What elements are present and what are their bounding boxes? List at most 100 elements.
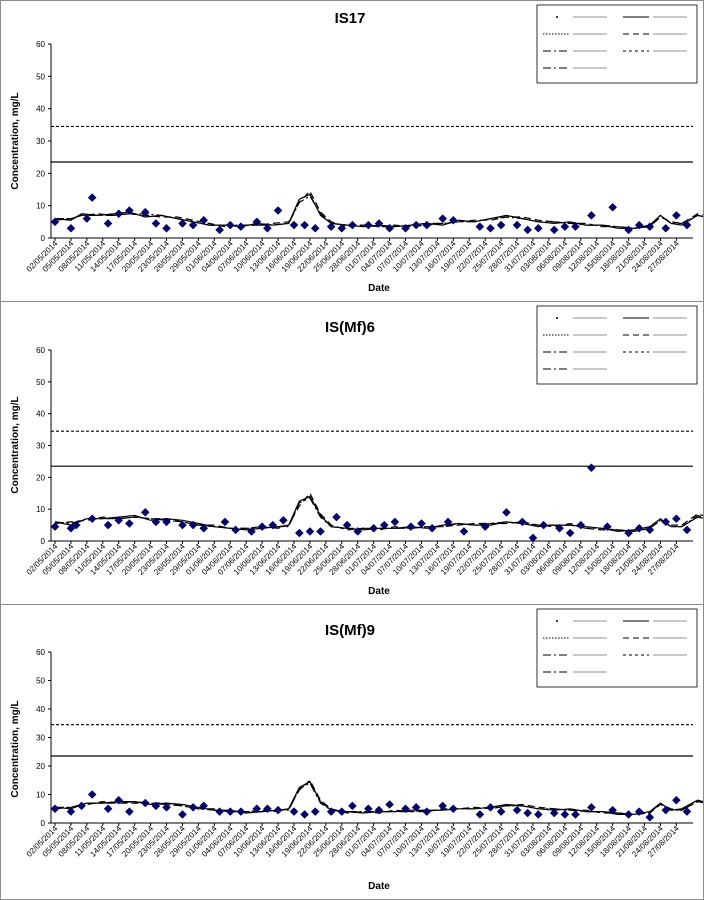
y-tick-label: 10	[36, 791, 45, 800]
data-point	[549, 808, 559, 818]
data-point	[247, 527, 256, 536]
data-point	[539, 520, 548, 530]
y-tick-label: 0	[41, 234, 46, 243]
data-point	[300, 810, 309, 819]
data-point	[672, 211, 681, 220]
data-point	[486, 802, 495, 812]
data-point	[374, 219, 384, 228]
y-tick-label: 30	[36, 442, 45, 451]
x-axis-label: Date	[368, 586, 390, 597]
legend-symbol	[556, 620, 558, 622]
data-point	[162, 802, 171, 812]
data-point	[602, 522, 612, 532]
data-point	[571, 810, 580, 819]
data-point	[162, 223, 171, 233]
data-point	[645, 812, 655, 822]
data-point	[151, 219, 161, 228]
data-point	[385, 223, 394, 233]
legend-symbol	[556, 317, 558, 319]
legend-label-placeholder	[653, 654, 687, 656]
data-point	[363, 804, 373, 814]
data-point	[326, 222, 336, 232]
data-point	[608, 202, 618, 212]
data-point	[50, 804, 60, 814]
data-point	[624, 528, 633, 538]
data-point	[353, 527, 363, 536]
data-point	[225, 807, 235, 816]
data-point	[225, 220, 235, 230]
x-axis-label: Date	[368, 881, 390, 892]
data-point	[624, 225, 633, 235]
data-point	[140, 798, 150, 808]
data-point	[422, 220, 432, 230]
data-point	[316, 527, 325, 536]
data-point	[523, 808, 533, 818]
data-point	[682, 220, 692, 230]
data-point	[66, 807, 76, 816]
data-point	[502, 507, 511, 517]
data-point	[672, 795, 681, 805]
data-point	[475, 810, 485, 819]
y-tick-label: 0	[41, 819, 46, 828]
data-point	[87, 514, 97, 524]
chart-panel-is17: IS17 Date Concentration, mg/L 0 10 20 30 40 5…	[0, 0, 704, 302]
data-point	[199, 801, 209, 811]
data-point	[448, 215, 458, 225]
chart-panel-is-mf9: IS(Mf)9 Date Concentration, mg/L 0 10 20 30…	[0, 604, 704, 900]
chart-svg-is-mf6: IS(Mf)6 Date Concentration, mg/L 0 10 20 30…	[10, 305, 703, 597]
data-point	[645, 222, 655, 232]
data-point	[348, 220, 357, 230]
data-point	[178, 520, 187, 530]
data-point	[236, 807, 246, 816]
data-point	[220, 517, 230, 527]
data-point	[337, 223, 347, 233]
data-point	[634, 220, 644, 230]
legend-label-placeholder	[653, 16, 687, 18]
data-point	[417, 519, 426, 528]
y-tick-label: 50	[36, 677, 45, 686]
data-point	[533, 810, 543, 819]
data-point	[124, 206, 134, 215]
data-point	[672, 514, 681, 524]
data-point	[215, 807, 224, 816]
data-point	[576, 520, 586, 530]
data-point	[571, 222, 580, 232]
y-tick-label: 60	[36, 648, 45, 657]
data-point	[634, 807, 644, 816]
data-point	[114, 209, 124, 219]
y-axis-label: Concentration, mg/L	[10, 92, 21, 189]
data-point	[438, 214, 448, 223]
legend	[536, 608, 698, 688]
legend-label-placeholder	[653, 50, 687, 52]
y-tick-label: 60	[36, 346, 45, 355]
y-tick-label: 20	[36, 169, 45, 178]
legend-label-placeholder	[573, 671, 607, 673]
chart-svg-is-mf9: IS(Mf)9 Date Concentration, mg/L 0 10 20 30…	[10, 608, 703, 892]
legend-label-placeholder	[573, 67, 607, 69]
legend-label-placeholder	[573, 334, 607, 336]
legend-label-placeholder	[653, 637, 687, 639]
legend-label-placeholder	[573, 368, 607, 370]
data-point	[682, 525, 692, 535]
legend-label-placeholder	[573, 16, 607, 18]
y-tick-label: 30	[36, 734, 45, 743]
data-point	[512, 805, 522, 815]
y-tick-label: 20	[36, 473, 45, 482]
data-point	[87, 790, 97, 799]
y-tick-label: 20	[36, 762, 45, 771]
data-point	[82, 214, 92, 223]
data-point	[438, 801, 448, 811]
data-point	[252, 217, 262, 227]
data-point	[422, 807, 432, 816]
data-point	[374, 805, 384, 815]
legend-label-placeholder	[573, 50, 607, 52]
data-point	[528, 533, 538, 543]
legend-label-placeholder	[653, 317, 687, 319]
data-point	[369, 523, 379, 533]
data-point	[496, 807, 506, 816]
data-point	[140, 507, 150, 517]
legend-label-placeholder	[573, 33, 607, 35]
y-tick-label: 40	[36, 705, 45, 714]
legend-label-placeholder	[573, 351, 607, 353]
